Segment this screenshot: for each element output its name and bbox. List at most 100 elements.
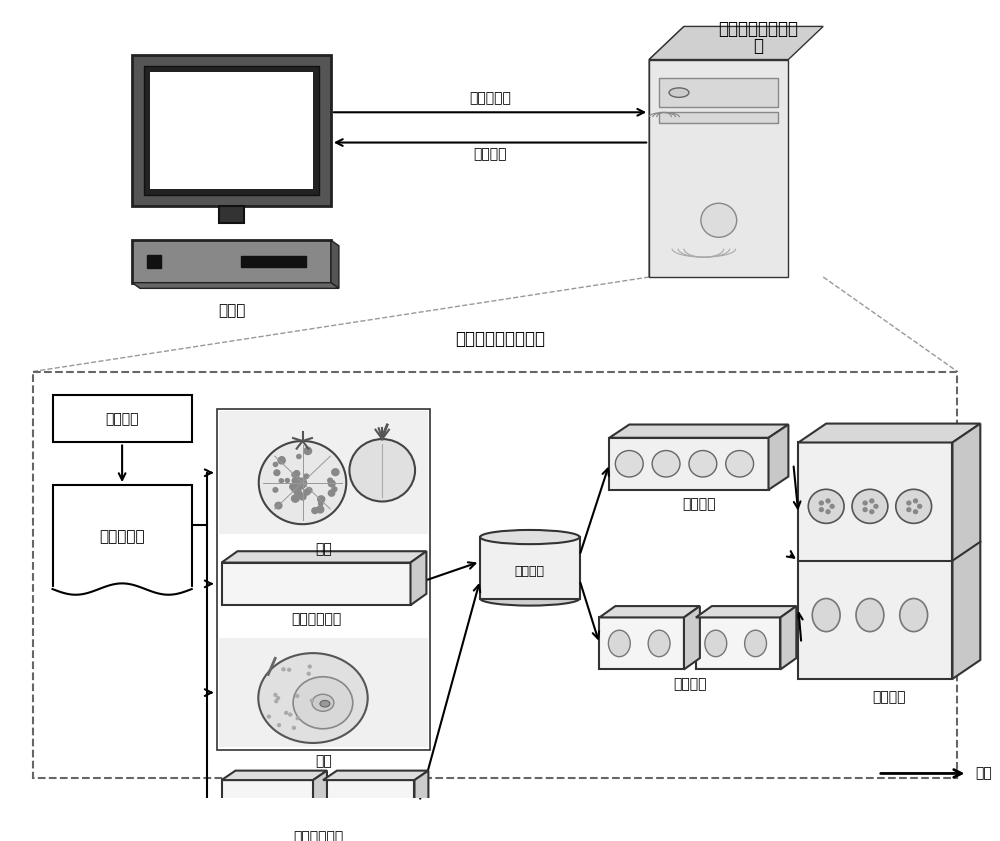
Circle shape bbox=[295, 489, 302, 496]
Circle shape bbox=[332, 487, 337, 492]
Circle shape bbox=[826, 499, 830, 503]
Polygon shape bbox=[323, 770, 428, 780]
Circle shape bbox=[615, 451, 643, 477]
Circle shape bbox=[296, 477, 300, 481]
Circle shape bbox=[863, 501, 867, 505]
Ellipse shape bbox=[312, 695, 334, 711]
Bar bbox=[132, 241, 331, 283]
Bar bbox=[52, 395, 192, 442]
Text: 货品存储单元: 货品存储单元 bbox=[293, 830, 343, 841]
Circle shape bbox=[328, 490, 335, 496]
Circle shape bbox=[300, 483, 305, 488]
Bar bbox=[219, 206, 244, 223]
Circle shape bbox=[914, 510, 918, 514]
Circle shape bbox=[285, 711, 288, 714]
Circle shape bbox=[826, 510, 830, 514]
Bar bbox=[659, 78, 778, 107]
Circle shape bbox=[918, 505, 922, 508]
Text: 分拣货品: 分拣货品 bbox=[673, 677, 707, 691]
Circle shape bbox=[896, 489, 932, 523]
Bar bbox=[696, 617, 780, 669]
Circle shape bbox=[295, 481, 301, 487]
Polygon shape bbox=[684, 606, 700, 669]
Circle shape bbox=[296, 717, 299, 720]
Text: 待处理订单: 待处理订单 bbox=[469, 91, 511, 105]
Circle shape bbox=[291, 485, 299, 492]
Circle shape bbox=[304, 489, 310, 495]
Ellipse shape bbox=[480, 530, 580, 544]
Circle shape bbox=[328, 479, 333, 483]
Bar bbox=[241, 256, 306, 267]
Circle shape bbox=[689, 451, 717, 477]
Ellipse shape bbox=[293, 677, 353, 729]
Circle shape bbox=[296, 482, 304, 489]
Circle shape bbox=[870, 510, 874, 514]
Circle shape bbox=[282, 668, 285, 671]
Circle shape bbox=[317, 506, 324, 513]
Text: 货品: 货品 bbox=[315, 754, 332, 769]
Polygon shape bbox=[952, 424, 980, 679]
Circle shape bbox=[298, 483, 305, 489]
Bar bbox=[52, 485, 192, 589]
Bar bbox=[480, 537, 580, 599]
Circle shape bbox=[308, 665, 311, 668]
Polygon shape bbox=[769, 425, 788, 489]
Polygon shape bbox=[132, 283, 339, 288]
Bar bbox=[144, 66, 319, 195]
Ellipse shape bbox=[856, 599, 884, 632]
Polygon shape bbox=[696, 606, 796, 617]
Bar bbox=[33, 372, 957, 778]
Text: 目标货品: 目标货品 bbox=[873, 690, 906, 704]
Bar bbox=[150, 71, 313, 189]
Polygon shape bbox=[780, 606, 796, 669]
Circle shape bbox=[292, 727, 295, 729]
Bar bbox=[649, 60, 788, 277]
Circle shape bbox=[274, 470, 280, 475]
Bar bbox=[222, 780, 313, 822]
Bar bbox=[219, 638, 428, 747]
Circle shape bbox=[294, 471, 300, 476]
Text: 请求端: 请求端 bbox=[218, 304, 245, 319]
Polygon shape bbox=[414, 770, 428, 822]
Ellipse shape bbox=[812, 599, 840, 632]
Text: 货品: 货品 bbox=[315, 542, 332, 556]
Circle shape bbox=[293, 487, 299, 493]
Circle shape bbox=[304, 447, 312, 454]
Circle shape bbox=[300, 482, 306, 487]
Polygon shape bbox=[313, 770, 327, 822]
Ellipse shape bbox=[669, 87, 689, 98]
Circle shape bbox=[292, 495, 299, 502]
Bar bbox=[217, 410, 430, 750]
Circle shape bbox=[319, 502, 323, 505]
Text: 货品的自动分拣过程: 货品的自动分拣过程 bbox=[455, 330, 545, 348]
Circle shape bbox=[259, 441, 346, 524]
Bar bbox=[147, 255, 161, 268]
Polygon shape bbox=[222, 551, 426, 563]
Circle shape bbox=[292, 477, 300, 484]
Polygon shape bbox=[411, 551, 426, 606]
Circle shape bbox=[852, 489, 888, 523]
Bar bbox=[599, 617, 684, 669]
Circle shape bbox=[652, 451, 680, 477]
Circle shape bbox=[304, 474, 309, 479]
Circle shape bbox=[318, 496, 325, 503]
Circle shape bbox=[296, 695, 299, 697]
Polygon shape bbox=[222, 770, 327, 780]
Text: 置: 置 bbox=[754, 37, 764, 55]
Circle shape bbox=[275, 700, 278, 703]
Ellipse shape bbox=[705, 630, 727, 657]
Bar bbox=[659, 112, 778, 123]
Circle shape bbox=[349, 439, 415, 501]
Circle shape bbox=[310, 699, 313, 702]
Circle shape bbox=[701, 204, 737, 237]
Circle shape bbox=[297, 454, 301, 458]
Circle shape bbox=[277, 696, 280, 700]
Circle shape bbox=[914, 499, 918, 503]
Circle shape bbox=[819, 501, 823, 505]
Polygon shape bbox=[798, 424, 980, 442]
Circle shape bbox=[863, 508, 867, 511]
Circle shape bbox=[298, 479, 306, 485]
Circle shape bbox=[290, 484, 296, 489]
Text: 分拣货品: 分拣货品 bbox=[682, 497, 716, 511]
Circle shape bbox=[274, 694, 277, 696]
